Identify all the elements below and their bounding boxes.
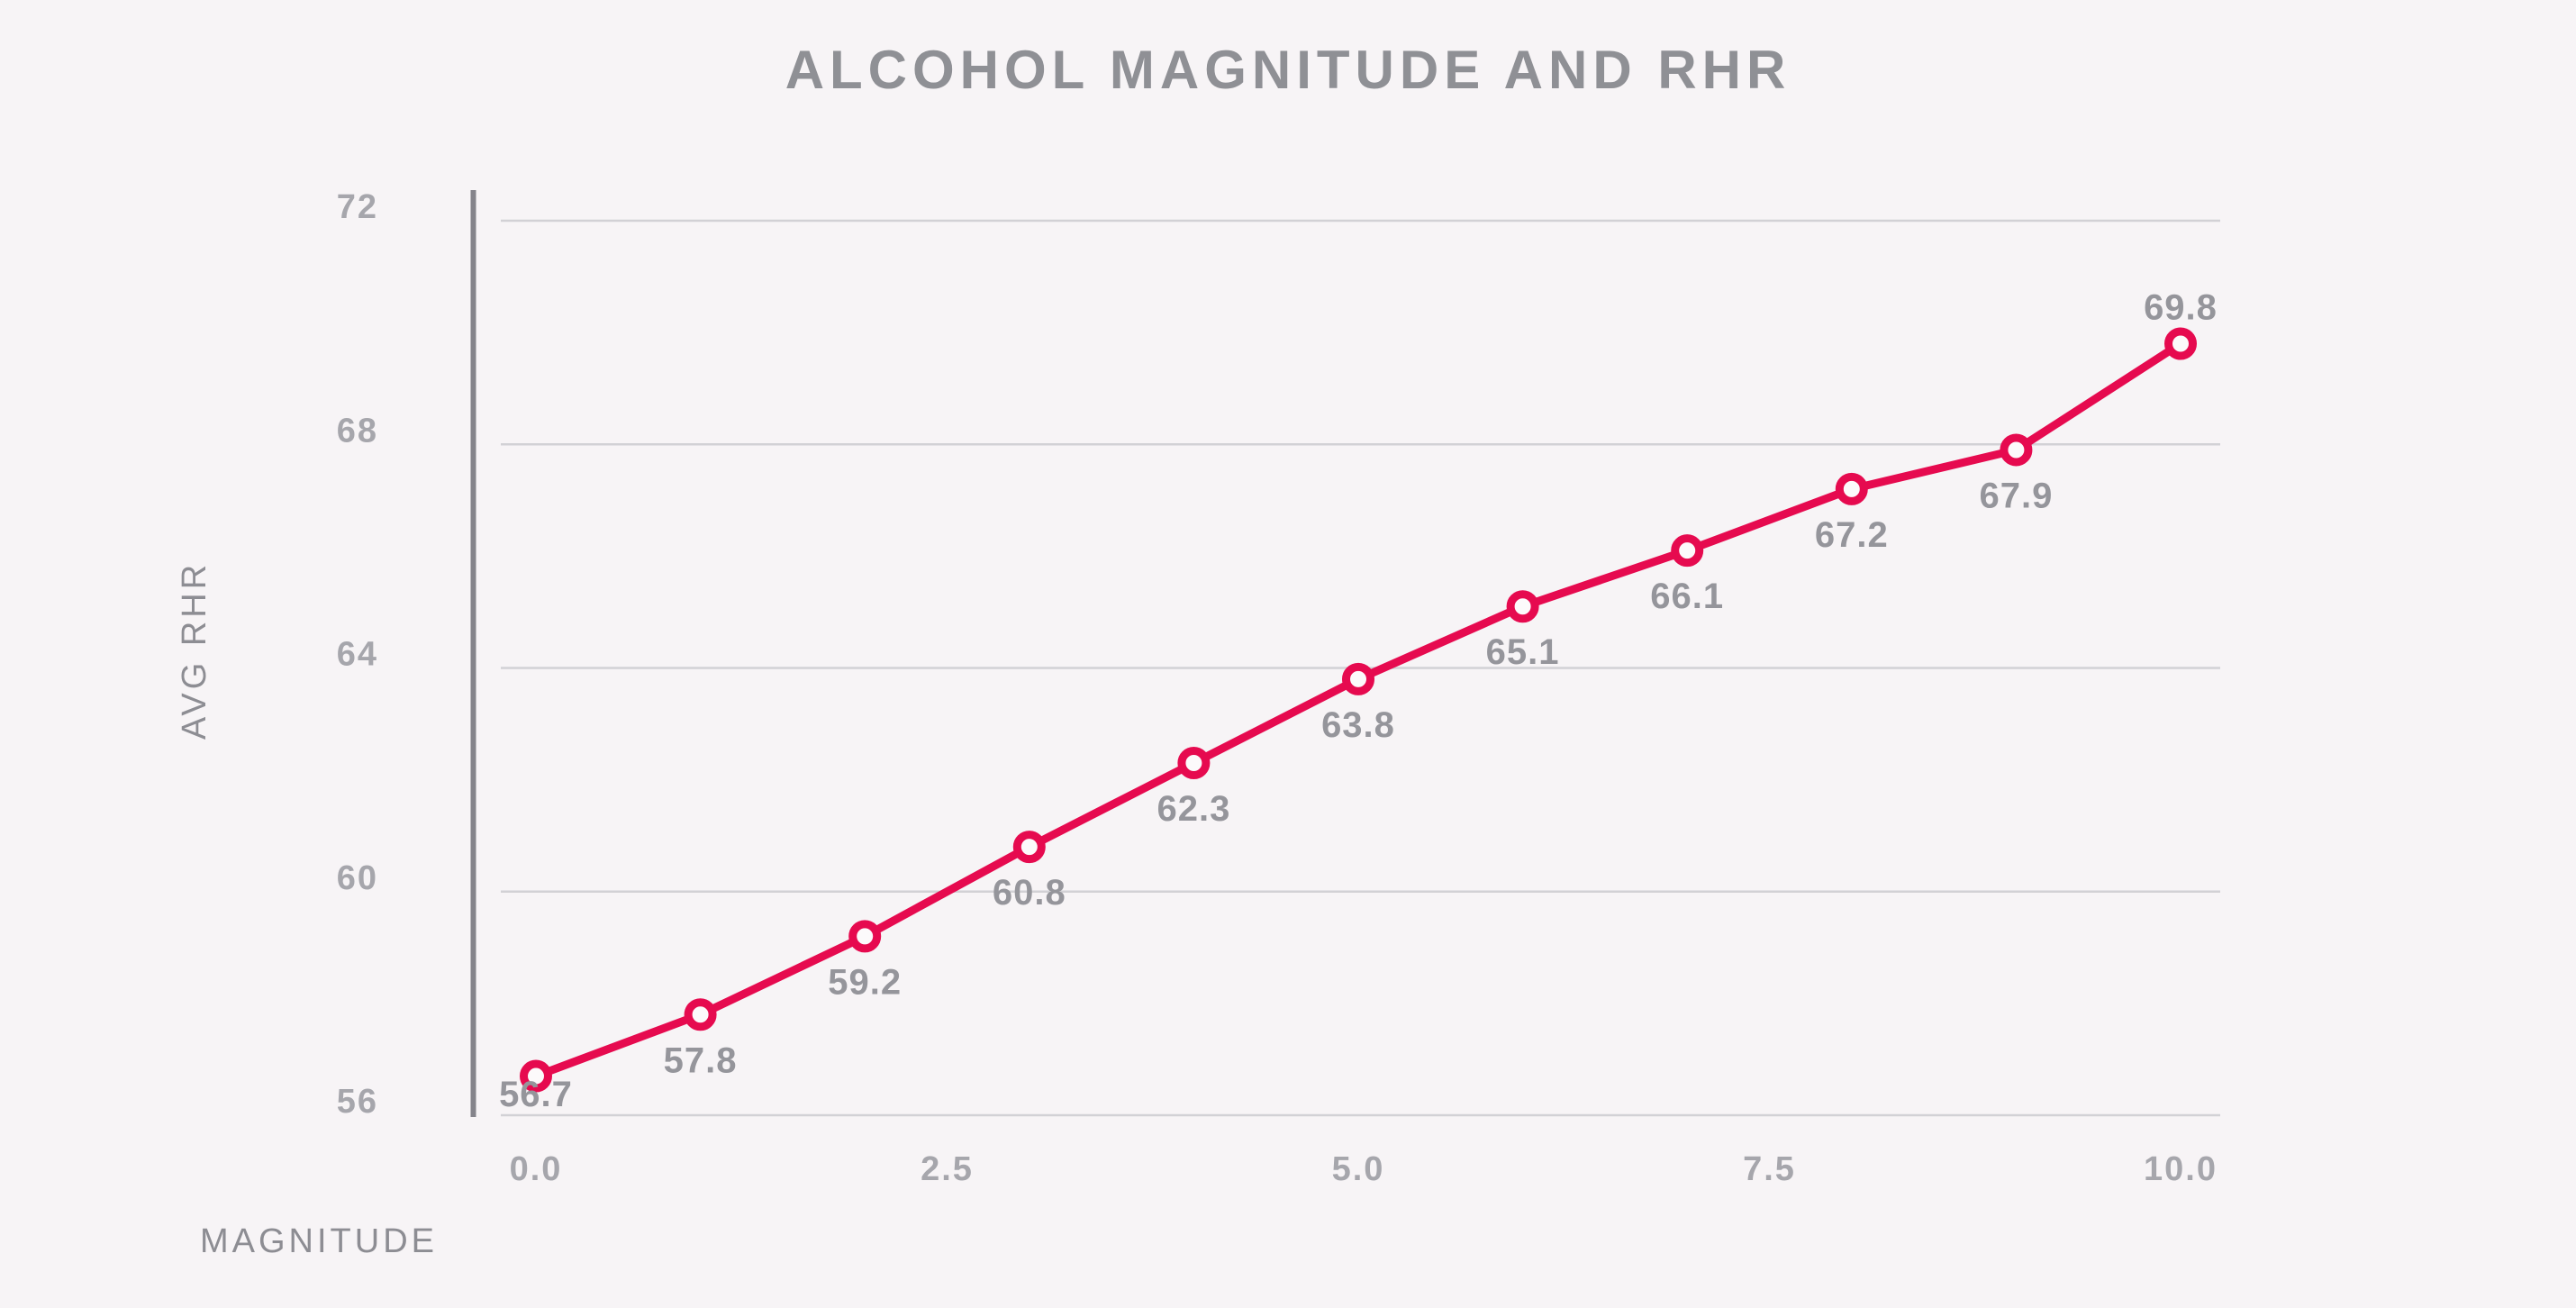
data-point-marker [1342, 662, 1374, 695]
data-point-marker [1671, 534, 1704, 568]
data-point-labels: 56.7 57.8 59.2 60.8 62.3 63.8 65.1 66.1 67.2 67.9… [499, 288, 2218, 1114]
y-tick-label: 72 [337, 188, 378, 226]
chart-title: ALCOHOL MAGNITUDE AND RHR [785, 40, 1791, 100]
y-axis-title: AVG RHR [176, 561, 213, 740]
data-point-label: 60.8 [993, 873, 1066, 913]
y-tick-label: 60 [337, 859, 378, 897]
data-point-label: 57.8 [664, 1040, 738, 1080]
data-point-marker [2164, 327, 2197, 360]
data-point-label: 69.8 [2144, 288, 2218, 328]
x-axis-title: MAGNITUDE [200, 1222, 438, 1260]
x-tick-label: 2.5 [921, 1150, 974, 1188]
y-tick-label: 64 [337, 636, 378, 674]
x-tick-label: 10.0 [2144, 1150, 2218, 1188]
line-series [520, 327, 2197, 1093]
data-point-label: 62.3 [1156, 789, 1230, 829]
x-tick-labels: 0.0 2.5 5.0 7.5 10.0 [510, 1150, 2218, 1188]
data-point-marker [1506, 590, 1539, 623]
x-tick-label: 0.0 [510, 1150, 563, 1188]
data-point-marker [1835, 472, 1868, 505]
x-tick-label: 5.0 [1332, 1150, 1385, 1188]
y-tick-label: 68 [337, 412, 378, 450]
data-point-label: 65.1 [1486, 632, 1560, 672]
y-tick-label: 56 [337, 1083, 378, 1121]
y-tick-labels: 72 68 64 60 56 [337, 188, 378, 1121]
data-point-label: 66.1 [1650, 577, 1724, 616]
data-point-label: 67.9 [1979, 476, 2053, 515]
data-point-marker [520, 1059, 552, 1093]
data-point-label: 63.8 [1321, 705, 1395, 745]
data-point-label: 67.2 [1815, 515, 1889, 555]
data-point-marker [1177, 747, 1211, 780]
data-point-marker [1012, 831, 1046, 864]
data-point-marker [2000, 433, 2033, 467]
data-point-label: 59.2 [828, 962, 902, 1002]
x-tick-label: 7.5 [1743, 1150, 1796, 1188]
data-point-marker [684, 998, 717, 1031]
data-point-marker [848, 920, 882, 953]
data-point-label: 56.7 [499, 1075, 573, 1114]
